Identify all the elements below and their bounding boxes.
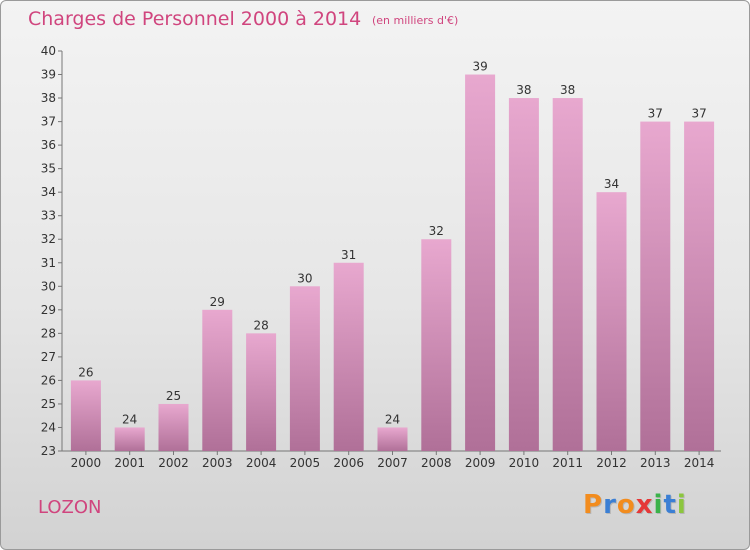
x-tick-label: 2001 bbox=[114, 456, 145, 470]
bar bbox=[465, 74, 496, 451]
y-tick-label: 38 bbox=[41, 91, 56, 105]
x-tick-label: 2014 bbox=[684, 456, 715, 470]
y-tick-label: 27 bbox=[41, 350, 56, 364]
bar-value-label: 37 bbox=[691, 107, 706, 121]
y-tick-label: 25 bbox=[41, 397, 56, 411]
x-tick-label: 2010 bbox=[509, 456, 540, 470]
chart-title: Charges de Personnel 2000 à 2014 bbox=[28, 8, 362, 30]
bar bbox=[333, 262, 364, 451]
y-tick-label: 30 bbox=[41, 279, 56, 293]
x-tick-label: 2004 bbox=[246, 456, 277, 470]
bar bbox=[508, 98, 539, 451]
y-tick-label: 40 bbox=[41, 44, 56, 58]
x-tick-label: 2011 bbox=[552, 456, 583, 470]
bar-value-label: 39 bbox=[472, 60, 487, 74]
x-tick-label: 2005 bbox=[290, 456, 321, 470]
bar bbox=[640, 121, 671, 452]
proxiti-logo: Proxiti bbox=[583, 490, 687, 520]
bar-value-label: 34 bbox=[604, 177, 619, 191]
y-tick-label: 36 bbox=[41, 138, 56, 152]
y-tick-label: 34 bbox=[41, 185, 56, 199]
y-tick-label: 28 bbox=[41, 326, 56, 340]
bar-value-label: 30 bbox=[297, 271, 312, 285]
x-tick-label: 2009 bbox=[465, 456, 496, 470]
bars: 26 24 25 29 28 30 31 24 32 39 38 38 34 37 37 bbox=[70, 60, 715, 452]
y-tick-label: 37 bbox=[41, 115, 56, 129]
logo-letter: P bbox=[583, 490, 604, 520]
y-tick-label: 24 bbox=[41, 420, 56, 434]
bar bbox=[114, 427, 145, 451]
x-tick-label: 2013 bbox=[640, 456, 671, 470]
y-tick-label: 29 bbox=[41, 303, 56, 317]
place-name: LOZON bbox=[38, 497, 102, 518]
bar bbox=[684, 121, 715, 452]
bar bbox=[596, 192, 627, 452]
bar bbox=[289, 286, 320, 451]
chart-subtitle: (en milliers d'€) bbox=[372, 14, 459, 27]
y-tick-label: 31 bbox=[41, 256, 56, 270]
bar bbox=[246, 333, 277, 451]
y-tick-label: 32 bbox=[41, 232, 56, 246]
logo-letter: i bbox=[676, 490, 687, 520]
bar bbox=[202, 309, 233, 451]
bar bbox=[70, 380, 101, 451]
bar bbox=[421, 239, 452, 451]
y-tick-label: 26 bbox=[41, 373, 56, 387]
logo-letter: t bbox=[663, 490, 677, 520]
x-tick-label: 2006 bbox=[333, 456, 364, 470]
bar-value-label: 37 bbox=[648, 107, 663, 121]
x-tick-label: 2007 bbox=[377, 456, 408, 470]
x-tick-label: 2002 bbox=[158, 456, 189, 470]
y-tick-label: 35 bbox=[41, 162, 56, 176]
bar-value-label: 32 bbox=[429, 224, 444, 238]
bar bbox=[552, 98, 583, 451]
bar-value-label: 28 bbox=[253, 318, 268, 332]
bar-value-label: 38 bbox=[560, 83, 575, 97]
logo-letter: o bbox=[616, 490, 636, 520]
y-tick-label: 23 bbox=[41, 444, 56, 458]
bar-value-label: 24 bbox=[122, 412, 137, 426]
x-tick-label: 2008 bbox=[421, 456, 452, 470]
bar-value-label: 24 bbox=[385, 412, 400, 426]
bar bbox=[377, 427, 408, 451]
logo-letter: x bbox=[635, 490, 654, 520]
x-tick-label: 2003 bbox=[202, 456, 233, 470]
logo-letter: i bbox=[653, 490, 664, 520]
bar-value-label: 38 bbox=[516, 83, 531, 97]
bar bbox=[158, 403, 189, 451]
bar-value-label: 25 bbox=[166, 389, 181, 403]
x-tick-label: 2012 bbox=[596, 456, 627, 470]
x-tick-label: 2000 bbox=[71, 456, 102, 470]
bar-value-label: 31 bbox=[341, 248, 356, 262]
y-tick-label: 39 bbox=[41, 68, 56, 82]
bar-value-label: 29 bbox=[210, 295, 225, 309]
bar-value-label: 26 bbox=[78, 365, 93, 379]
y-tick-label: 33 bbox=[41, 209, 56, 223]
logo-letter: r bbox=[603, 490, 617, 520]
